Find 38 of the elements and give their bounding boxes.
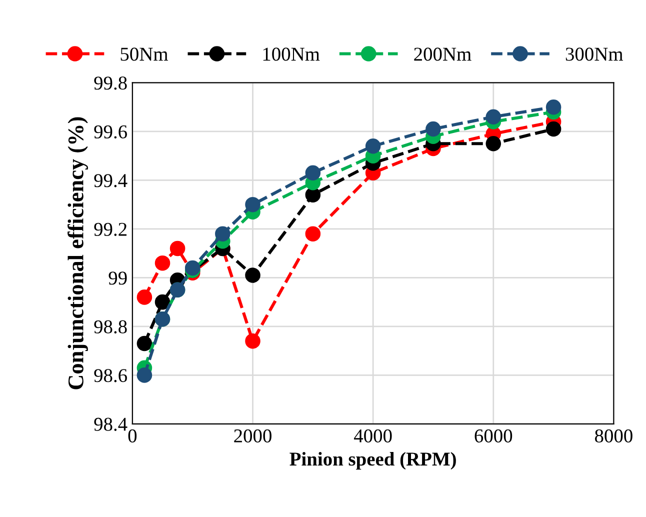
x-tick-label: 4000: [354, 429, 392, 442]
point: [136, 336, 152, 352]
point: [136, 290, 152, 305]
point: [486, 136, 502, 152]
point: [136, 368, 152, 383]
y-tick-label: 99.2: [94, 222, 126, 236]
point: [305, 165, 321, 181]
y-tick-label: 99.6: [94, 125, 127, 138]
x-tick-label: 6000: [474, 429, 512, 442]
y-axis-title: Conjunctional efficiency (%): [68, 117, 88, 390]
x-axis-title: Pinion speed (RPM): [290, 452, 456, 470]
x-tick-label: 0: [128, 429, 137, 442]
y-tick-label: 99.8: [94, 76, 127, 90]
point: [426, 121, 441, 137]
x-tick-label: 2000: [234, 429, 272, 442]
point: [215, 226, 230, 242]
point: [305, 187, 321, 202]
point: [170, 240, 186, 256]
point: [486, 109, 502, 124]
y-tick-label: 98.6: [94, 369, 127, 382]
point: [245, 333, 260, 349]
x-tick-label: 8000: [594, 429, 632, 442]
y-tick-label: 99: [108, 272, 127, 285]
y-tick-label: 98.4: [94, 418, 128, 431]
point: [245, 196, 260, 212]
legend-label: 200Nm: [414, 48, 472, 61]
point: [154, 294, 170, 310]
legend-label: 100Nm: [263, 48, 320, 61]
legend-label: 300Nm: [566, 48, 624, 61]
point: [305, 226, 321, 242]
y-tick-label: 99.4: [94, 174, 128, 188]
y-tick-label: 98.8: [94, 320, 127, 334]
point: [245, 268, 260, 283]
legend-label: 50Nm: [120, 48, 168, 61]
point: [365, 138, 381, 154]
point: [546, 99, 562, 115]
point: [154, 255, 170, 271]
point: [546, 121, 562, 137]
